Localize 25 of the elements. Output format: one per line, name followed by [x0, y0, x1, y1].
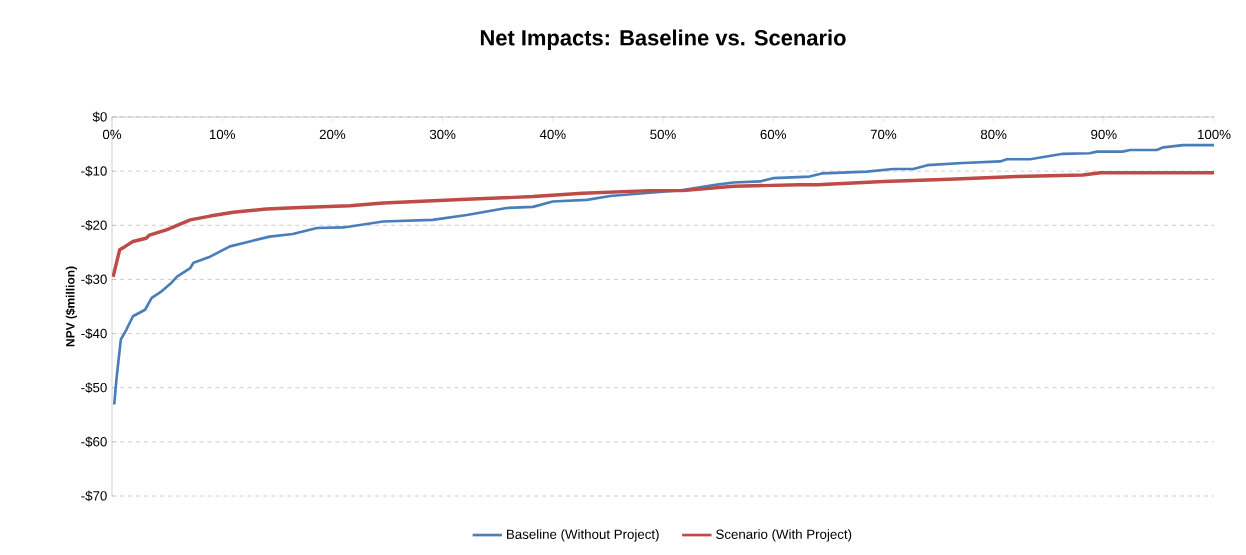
x-tick-label: 80%	[980, 129, 1007, 140]
x-tick-label: 90%	[1091, 129, 1117, 140]
x-tick-label: 40%	[539, 129, 566, 140]
y-tick-label: -$70	[81, 490, 107, 502]
x-tick-label: 100%	[1198, 129, 1231, 140]
legend-label: Baseline (Without Project)	[507, 529, 659, 542]
x-tick-label: 0%	[102, 129, 122, 140]
x-tick-label: 30%	[429, 129, 456, 140]
y-tick-label: -$20	[81, 219, 107, 231]
y-tick-label: -$40	[81, 328, 107, 339]
x-tick-label: 10%	[209, 129, 236, 140]
legend-label: Scenario (With Project)	[716, 529, 852, 542]
y-tick-label: -$60	[81, 436, 107, 448]
y-axis-title: NPV ($million)	[65, 266, 77, 347]
y-tick-label: -$10	[81, 165, 107, 177]
x-tick-label: 20%	[319, 129, 346, 140]
chart-title: Net Impacts: Baseline vs. Scenario	[480, 29, 846, 50]
x-tick-label: 60%	[760, 129, 787, 140]
y-tick-label: -$30	[81, 274, 107, 285]
y-tick-label: -$50	[81, 382, 107, 394]
line-series	[112, 143, 1215, 406]
x-tick-label: 70%	[870, 129, 897, 140]
line-series	[112, 171, 1215, 279]
x-tick-label: 50%	[650, 129, 676, 140]
y-tick-label: $0	[92, 111, 107, 123]
